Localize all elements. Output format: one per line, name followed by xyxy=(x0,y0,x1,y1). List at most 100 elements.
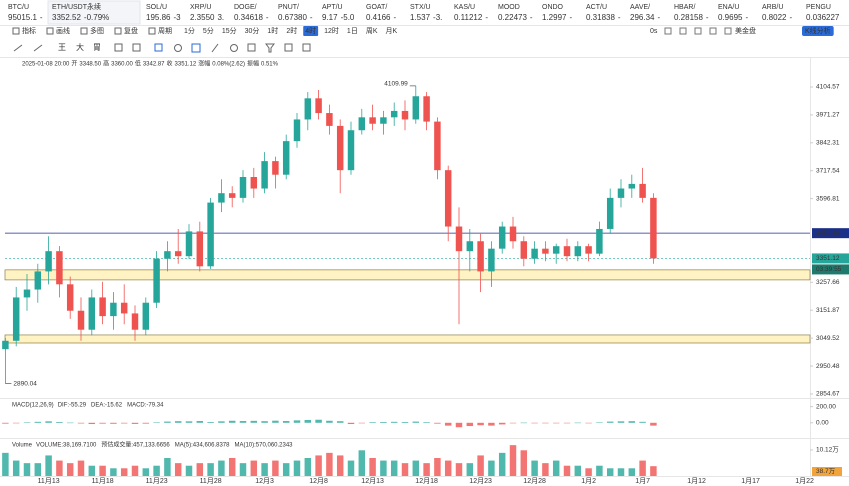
interval[interactable]: 15分 xyxy=(222,26,237,35)
toolbar-item[interactable]: 周期 xyxy=(158,27,172,35)
bar xyxy=(606,468,614,476)
toolbar-icon xyxy=(114,27,122,35)
ticker-name[interactable]: PENGU xyxy=(806,4,831,11)
ticker-name[interactable]: KAS/U xyxy=(454,4,475,11)
bar xyxy=(369,422,376,423)
ticker-name[interactable]: SOL/U xyxy=(146,4,167,11)
interval[interactable]: 周K xyxy=(366,27,378,35)
tool-icon[interactable] xyxy=(154,43,163,52)
candle-body xyxy=(520,241,528,259)
toolbar-item[interactable]: 指标 xyxy=(22,26,36,35)
bar xyxy=(45,421,52,423)
ticker-name[interactable]: ARB/U xyxy=(762,4,783,11)
bar xyxy=(282,463,290,476)
toolbar-icon xyxy=(80,27,88,35)
bar xyxy=(444,422,452,426)
panel-legend: DIF:-55.29 xyxy=(58,403,87,409)
toolbar-icon[interactable] xyxy=(694,27,702,35)
ticker-name[interactable]: PNUT/ xyxy=(278,4,299,11)
bar xyxy=(185,465,193,476)
interval[interactable]: 30分 xyxy=(245,26,260,35)
tool-icon[interactable] xyxy=(247,43,256,52)
toolbar-icon[interactable] xyxy=(664,27,672,35)
toolbar-right[interactable]: 0s xyxy=(650,28,658,35)
ticker-name[interactable]: HBAR/ xyxy=(674,4,695,11)
bar xyxy=(153,422,160,423)
candle-body xyxy=(23,289,31,298)
toolbar-icon xyxy=(46,27,54,35)
y-tick-label: 10.12万 xyxy=(816,446,839,454)
toolbar-icon[interactable] xyxy=(709,27,717,35)
ticker-name[interactable]: ONDO xyxy=(542,4,564,11)
bar xyxy=(552,460,560,476)
ticker-name[interactable]: GOAT/ xyxy=(366,4,387,11)
panel-legend: 预估成交量:457,133.6656 xyxy=(101,441,170,449)
toolbar-right[interactable]: K线分析 xyxy=(805,26,831,35)
interval[interactable]: 1时 xyxy=(267,26,278,35)
tool-icon[interactable]: 胃 xyxy=(93,43,101,52)
bar xyxy=(498,452,506,476)
tool-icon[interactable] xyxy=(284,43,293,52)
interval[interactable]: 1分 xyxy=(184,26,195,35)
bar xyxy=(34,463,42,476)
toolbar-item[interactable]: 复盘 xyxy=(124,26,138,35)
interval[interactable]: 12时 xyxy=(324,26,339,35)
toolbar-icon[interactable] xyxy=(679,27,687,35)
bar xyxy=(563,422,571,424)
candle-body xyxy=(628,183,636,189)
ticker-name[interactable]: ETH/USDT永续 xyxy=(52,2,101,11)
panel-legend: MA(5):434,606.8378 xyxy=(175,443,230,449)
bar xyxy=(401,463,409,476)
ticker-name[interactable]: XRP/U xyxy=(190,4,211,11)
bar xyxy=(390,460,398,476)
ticker-name[interactable]: ACT/U xyxy=(586,4,607,11)
tool-icon[interactable] xyxy=(132,43,141,52)
ohlc-info: 低 xyxy=(135,60,141,68)
tool-icon[interactable] xyxy=(302,43,311,52)
ticker-price: 9.17 xyxy=(322,13,338,22)
toolbar-right[interactable]: 美金盘 xyxy=(735,26,756,35)
y-tick-label: 2950.48 xyxy=(816,363,840,370)
toolbar-item[interactable]: 多图 xyxy=(90,26,104,35)
bar xyxy=(326,420,333,423)
bar xyxy=(12,422,20,424)
bar xyxy=(617,421,625,423)
x-tick-label: 11月13 xyxy=(38,477,60,485)
tool-icon[interactable] xyxy=(13,44,23,52)
tool-icon[interactable] xyxy=(191,43,201,53)
current-price-label: 3351.12 xyxy=(816,255,840,262)
toolbar-icon[interactable] xyxy=(724,27,732,35)
y-tick-label: 3257.66 xyxy=(816,279,840,286)
ohlc-info: 3348.50 xyxy=(79,62,101,68)
x-tick-label: 1月7 xyxy=(635,477,650,485)
bar xyxy=(218,421,225,423)
ticker-name[interactable]: STX/U xyxy=(410,4,431,11)
tool-icon[interactable] xyxy=(174,44,182,52)
candle-body xyxy=(239,177,247,198)
ticker-name[interactable]: DOGE/ xyxy=(234,4,257,11)
tool-icon[interactable]: 王 xyxy=(58,43,66,52)
tool-icon[interactable] xyxy=(211,43,219,53)
candle-body xyxy=(77,310,85,330)
y-tick-label: 0.00 xyxy=(816,420,829,427)
interval[interactable]: 1日 xyxy=(347,27,358,35)
interval[interactable]: 2时 xyxy=(286,26,297,35)
bar xyxy=(131,465,139,476)
tool-icon[interactable] xyxy=(33,44,43,52)
ticker-name[interactable]: AAVE/ xyxy=(630,4,650,11)
toolbar-item[interactable]: 画线 xyxy=(56,26,70,35)
bar xyxy=(326,452,333,476)
bar xyxy=(272,460,279,476)
ticker-name[interactable]: ENA/U xyxy=(718,4,739,11)
tool-icon[interactable]: 大 xyxy=(76,42,84,52)
ticker-name[interactable]: MOOD xyxy=(498,4,520,11)
tool-icon[interactable] xyxy=(114,43,123,52)
interval[interactable]: 4时 xyxy=(305,26,316,35)
interval[interactable]: 5分 xyxy=(203,26,214,35)
interval[interactable]: 月K xyxy=(386,27,398,35)
bar xyxy=(639,421,646,423)
tool-icon[interactable] xyxy=(265,43,275,53)
ticker-name[interactable]: BTC/U xyxy=(8,4,29,11)
tool-icon[interactable] xyxy=(230,44,238,52)
ticker-name[interactable]: APT/U xyxy=(322,4,343,11)
